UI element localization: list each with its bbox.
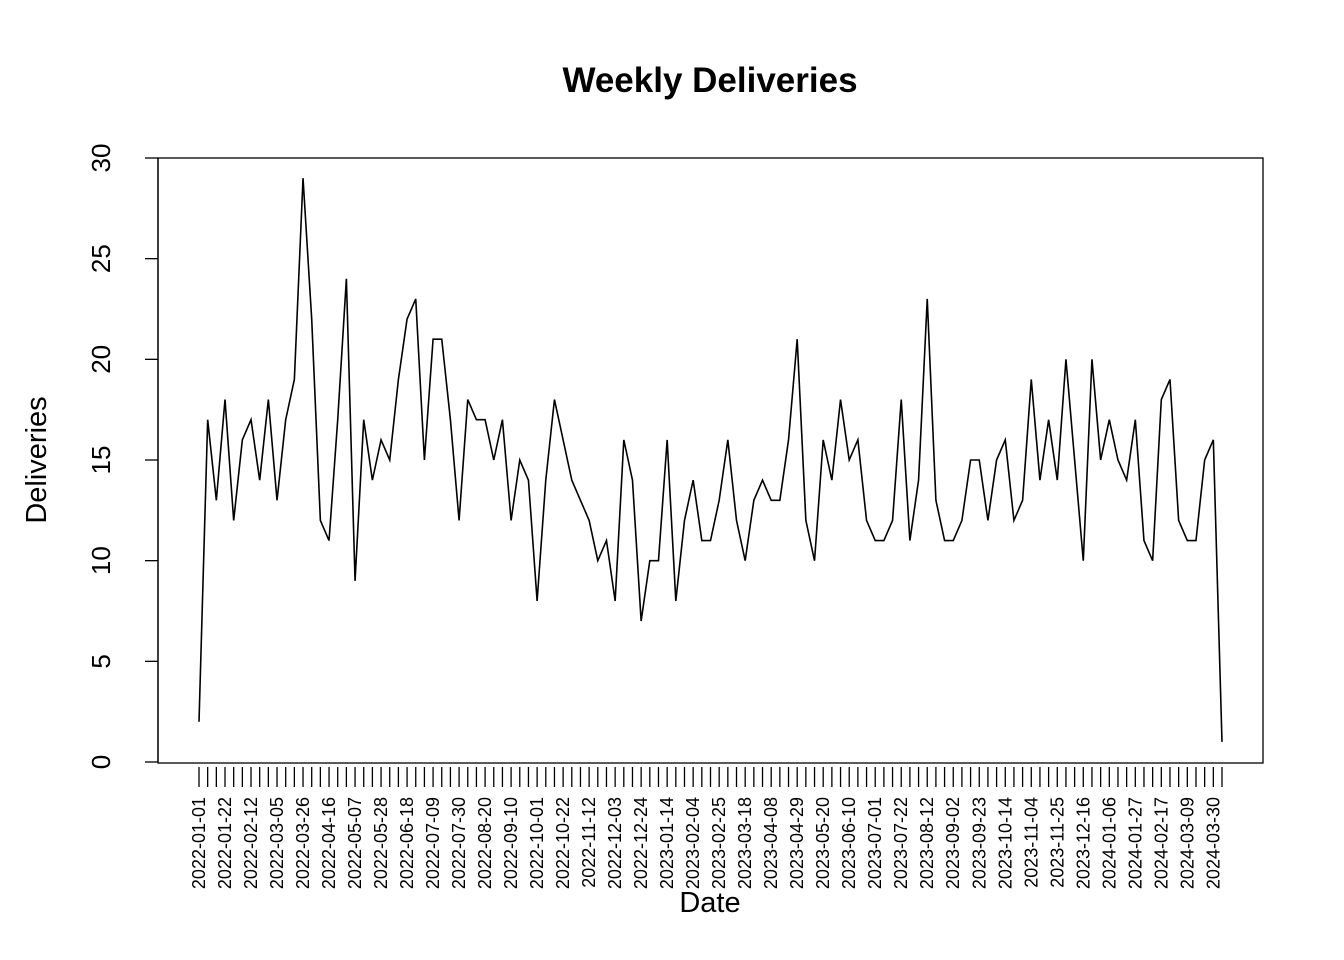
x-tick-label: 2023-09-23: [969, 797, 989, 889]
x-tick-label: 2024-03-30: [1203, 797, 1223, 889]
x-tick-label: 2023-02-04: [683, 797, 703, 889]
x-tick-label: 2023-04-08: [761, 797, 781, 889]
x-tick-label: 2022-04-16: [319, 797, 339, 889]
plot-frame: [157, 157, 1264, 764]
chart-title: Weekly Deliveries: [562, 61, 857, 100]
y-tick-label: 20: [86, 345, 116, 374]
x-tick-label: 2022-09-10: [501, 797, 521, 889]
x-tick-label: 2022-11-12: [579, 797, 599, 888]
y-axis: 0 5 10 15 20 25 30: [86, 144, 159, 769]
x-tick-label: 2023-01-14: [657, 797, 677, 889]
x-tick-label: 2022-03-26: [293, 797, 313, 889]
x-tick-label: 2022-02-12: [241, 797, 261, 889]
x-tick-label: 2022-05-07: [345, 797, 365, 889]
x-tick-label: 2022-10-22: [553, 797, 573, 889]
x-tick-label: 2022-10-01: [527, 797, 547, 889]
series-layer: [198, 178, 1223, 742]
series-line: [198, 178, 1223, 742]
x-tick-label: 2023-04-29: [787, 797, 807, 889]
x-tick-label: 2022-05-28: [371, 797, 391, 889]
x-tick-label: 2024-01-06: [1099, 797, 1119, 889]
x-tick-label: 2022-06-18: [397, 797, 417, 889]
x-tick-label: 2022-07-30: [449, 797, 469, 889]
x-tick-label: 2023-12-16: [1073, 797, 1093, 889]
x-tick-label: 2023-11-04: [1021, 797, 1041, 888]
x-tick-label: 2023-09-02: [943, 797, 963, 889]
y-tick-label: 15: [86, 446, 116, 475]
x-tick-label: 2022-01-01: [189, 797, 209, 889]
x-tick-label: 2024-01-27: [1125, 797, 1145, 889]
y-tick-label: 0: [86, 755, 116, 769]
x-tick-label: 2023-07-01: [865, 797, 885, 889]
x-tick-label: 2022-01-22: [215, 797, 235, 889]
y-axis-label: Deliveries: [21, 396, 53, 523]
y-tick-label: 10: [86, 546, 116, 575]
y-tick-label: 5: [86, 654, 116, 668]
x-tick-label: 2023-07-22: [891, 797, 911, 889]
x-tick-label: 2022-07-09: [423, 797, 443, 889]
x-tick-label: 2023-02-25: [709, 797, 729, 889]
x-tick-label: 2022-12-24: [631, 797, 651, 889]
x-tick-label: 2022-08-20: [475, 797, 495, 889]
y-tick-label: 25: [86, 244, 116, 273]
x-tick-label: 2022-03-05: [267, 797, 287, 889]
x-tick-label: 2022-12-03: [605, 797, 625, 889]
x-tick-label: 2023-06-10: [839, 797, 859, 889]
x-tick-label: 2023-05-20: [813, 797, 833, 889]
x-tick-label: 2023-10-14: [995, 797, 1015, 889]
y-tick-label: 30: [86, 144, 116, 173]
x-tick-label: 2023-11-25: [1047, 797, 1067, 888]
x-axis: 2022-01-01 2022-01-22 2022-02-12 2022-03-05…: [189, 767, 1223, 889]
x-axis-label: Date: [679, 887, 740, 919]
x-tick-label: 2024-02-17: [1151, 797, 1171, 889]
x-tick-label: 2023-03-18: [735, 797, 755, 889]
x-tick-label: 2023-08-12: [917, 797, 937, 889]
x-tick-label: 2024-03-09: [1177, 797, 1197, 889]
